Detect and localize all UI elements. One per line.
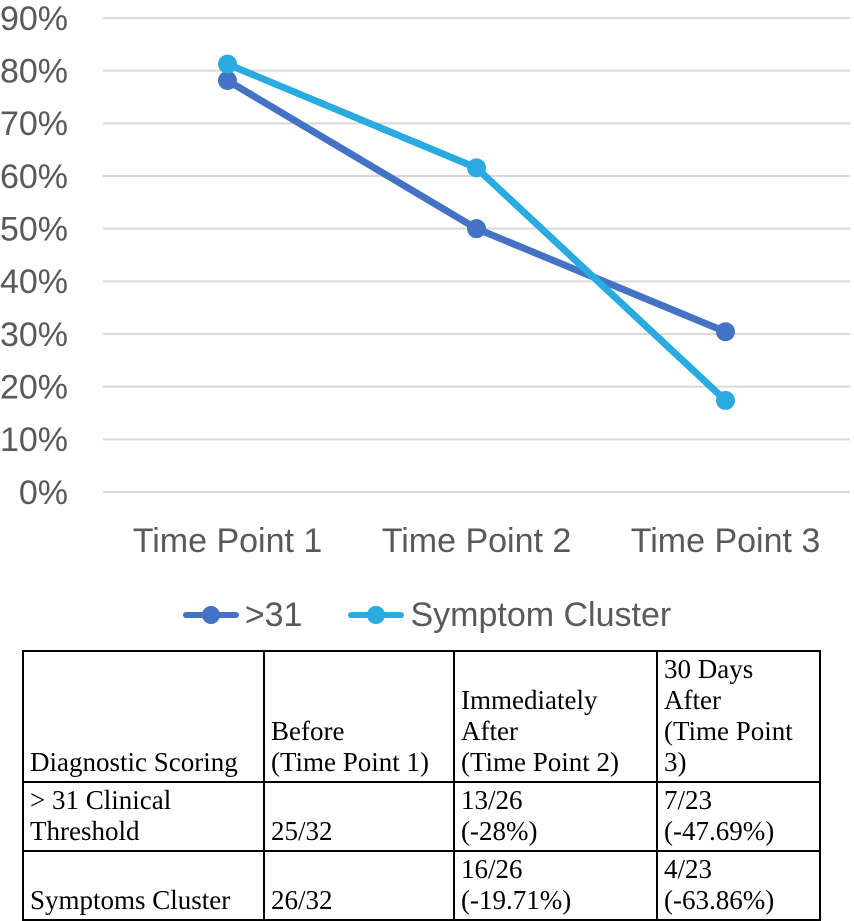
cell-value: 4/23 (-63.86%) [656,850,821,921]
y-tick-label: 20% [0,369,68,407]
cell-value: 7/23 (-47.69%) [656,781,821,852]
cell-value: 25/32 [263,781,455,852]
x-category-label: Time Point 3 [631,522,821,560]
y-tick-label: 70% [0,105,68,143]
y-tick-label: 10% [0,421,68,459]
x-category-label: Time Point 2 [382,522,572,560]
y-tick-label: 90% [0,0,68,38]
data-point-marker [467,158,486,178]
row-label: Symptoms Cluster [22,850,265,921]
line-chart-section: 0% 10% 20% 30% 40% 50% 60% 70% 80% 90% Time Point … [0,0,854,635]
series-marker-icon [348,605,405,625]
header-diagnostic-scoring: Diagnostic Scoring [22,650,265,783]
legend-label-gt31: >31 [244,596,303,634]
legend-label-symptom-cluster: Symptom Cluster [410,596,672,634]
x-category-label: Time Point 1 [133,522,323,560]
data-point-marker [716,322,735,342]
header-30-days-after: 30 Days After (Time Point 3) [656,650,821,783]
header-before: Before (Time Point 1) [263,650,455,783]
y-tick-label: 40% [0,263,68,301]
table-row-clinical-threshold: > 31 Clinical Threshold 25/32 13/26 (-28… [22,781,821,852]
series-line [224,77,729,336]
line-chart: 0% 10% 20% 30% 40% 50% 60% 70% 80% 90% Time Point … [0,0,850,560]
data-point-marker [716,390,735,410]
y-tick-label: 60% [0,158,68,196]
cell-value: 16/26 (-19.71%) [453,850,658,921]
y-tick-label: 30% [0,316,68,354]
y-tick-label: 0% [19,474,68,512]
data-point-marker [218,54,237,74]
cell-value: 26/32 [263,850,455,921]
row-label: > 31 Clinical Threshold [22,781,265,852]
table-row-symptoms-cluster: Symptoms Cluster 26/32 16/26 (-19.71%) 4… [22,850,821,921]
legend-item-gt31: >31 [182,596,303,634]
data-point-marker [218,71,237,91]
legend-item-symptom-cluster: Symptom Cluster [348,598,671,632]
legend-dot-symptom-cluster [367,606,386,624]
data-point-marker [467,219,486,239]
table-header-row: Diagnostic Scoring Before (Time Point 1)… [22,650,821,783]
cell-value: 13/26 (-28%) [453,781,658,852]
y-tick-label: 80% [0,53,68,91]
series-marker-icon [182,605,239,625]
y-tick-label: 50% [0,211,68,249]
legend-dot-gt31 [201,606,220,624]
diagnostic-scoring-table: Diagnostic Scoring Before (Time Point 1)… [22,650,821,921]
chart-legend: >31 Symptom Cluster [0,595,854,635]
header-immediately-after: Immediately After (Time Point 2) [453,650,658,783]
